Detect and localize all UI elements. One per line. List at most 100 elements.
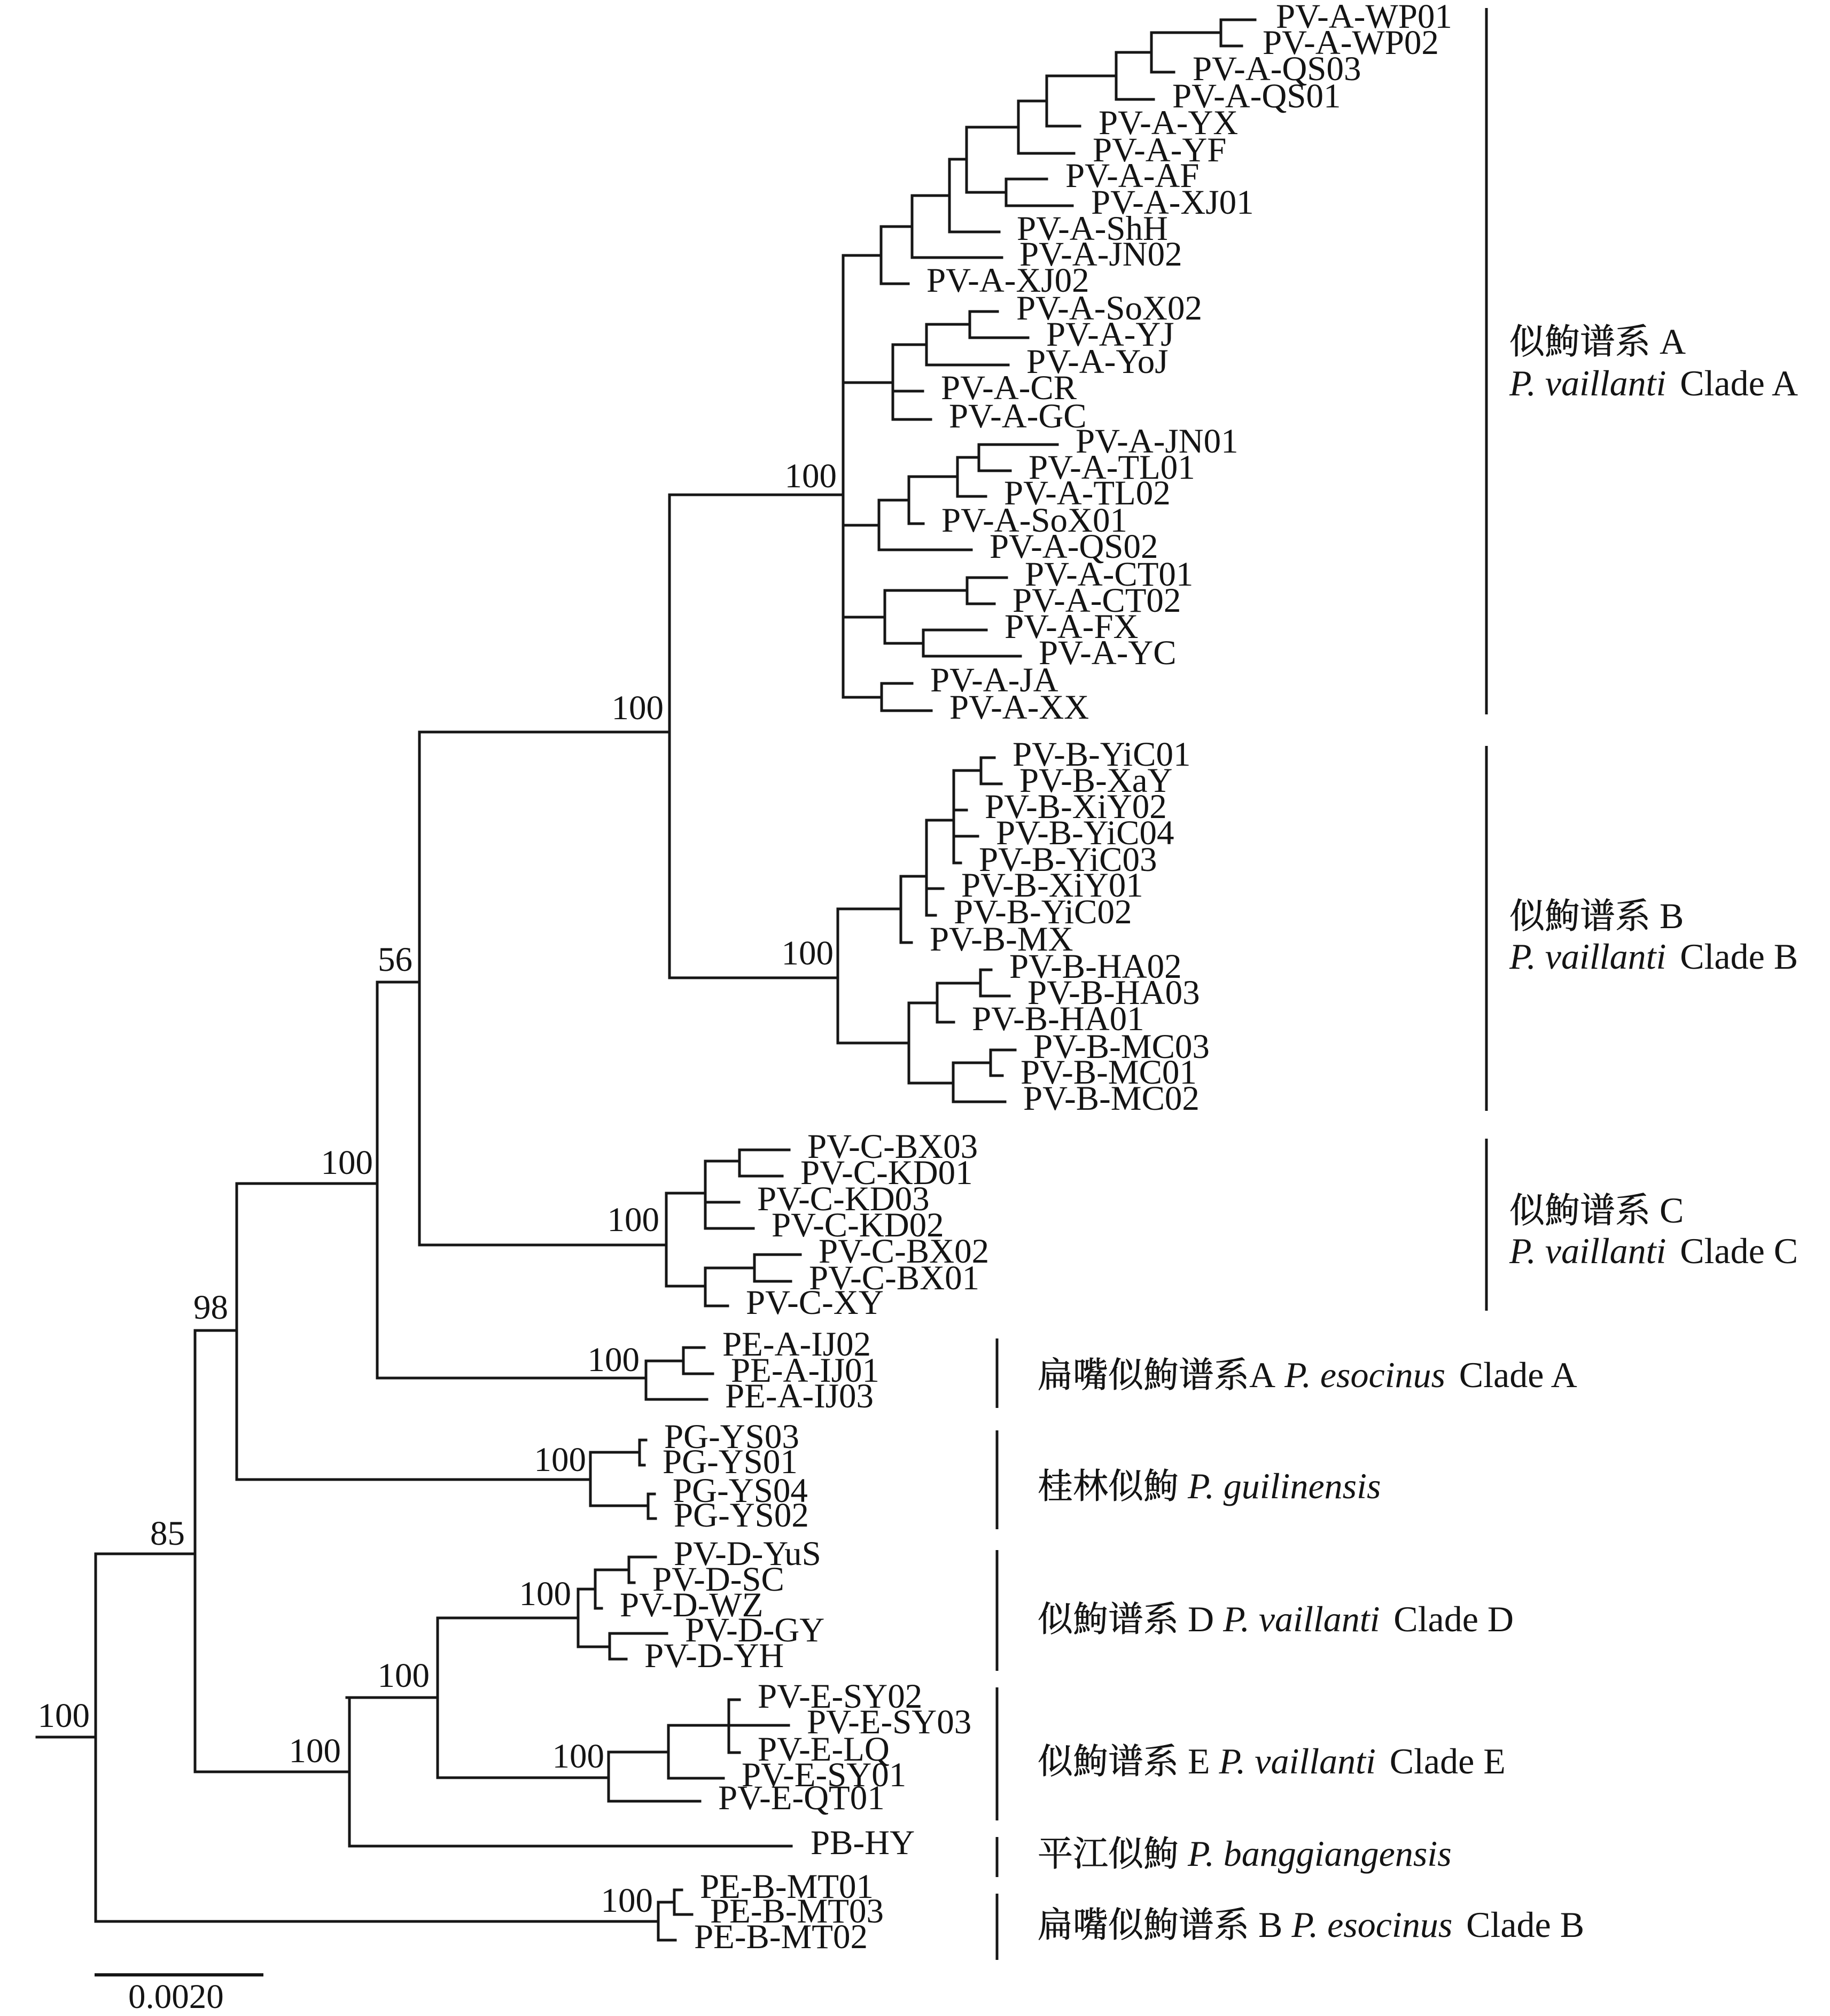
svg-text:PV-B-YiC01: PV-B-YiC01 (1013, 735, 1191, 774)
svg-text:B: B (1258, 1904, 1282, 1945)
svg-text:PV-B-MC02: PV-B-MC02 (1023, 1079, 1200, 1118)
svg-text:PV-A-WP02: PV-A-WP02 (1263, 24, 1439, 62)
svg-text:PV-E-SY01: PV-E-SY01 (742, 1756, 906, 1794)
svg-text:100: 100 (519, 1575, 572, 1613)
svg-text:PV-A-AF: PV-A-AF (1065, 157, 1199, 195)
svg-text:85: 85 (150, 1514, 185, 1553)
svg-text:100: 100 (785, 457, 837, 495)
svg-text:PV-B-MC01: PV-B-MC01 (1021, 1053, 1197, 1092)
svg-text:100: 100 (38, 1696, 90, 1735)
svg-text:PV-B-HA03: PV-B-HA03 (1027, 974, 1200, 1012)
svg-text:PV-E-LQ: PV-E-LQ (758, 1730, 890, 1769)
svg-text:PV-D-WZ: PV-D-WZ (620, 1586, 763, 1624)
svg-text:PV-A-WP01: PV-A-WP01 (1276, 0, 1452, 36)
svg-text:PV-A-JN02: PV-A-JN02 (1019, 235, 1182, 274)
svg-text:100: 100 (608, 1201, 660, 1239)
svg-text:PV-B-XiY01: PV-B-XiY01 (961, 866, 1143, 905)
svg-text:P. guilinensis: P. guilinensis (1187, 1466, 1381, 1506)
svg-text:P. vaillanti: P. vaillanti (1509, 1231, 1666, 1271)
svg-text:PV-D-YH: PV-D-YH (644, 1637, 784, 1675)
svg-text:98: 98 (193, 1288, 228, 1327)
svg-text:Clade C: Clade C (1680, 1231, 1798, 1271)
svg-text:PV-E-QT01: PV-E-QT01 (718, 1779, 885, 1817)
svg-text:PV-A-YX: PV-A-YX (1099, 104, 1238, 142)
svg-text:100: 100 (588, 1341, 640, 1379)
svg-text:100: 100 (552, 1737, 605, 1776)
svg-text:PV-A-QS01: PV-A-QS01 (1172, 77, 1341, 115)
svg-text:P. vaillanti: P. vaillanti (1219, 1741, 1376, 1781)
svg-text:Clade A: Clade A (1680, 363, 1798, 403)
svg-text:A: A (1249, 1355, 1275, 1395)
svg-text:PV-C-BX01: PV-C-BX01 (809, 1259, 979, 1297)
svg-text:B: B (1660, 896, 1684, 936)
svg-text:100: 100 (782, 934, 834, 972)
svg-text:PE-B-MT01: PE-B-MT01 (700, 1867, 874, 1906)
svg-text:PV-A-TL02: PV-A-TL02 (1004, 474, 1171, 512)
svg-text:PV-A-SoX02: PV-A-SoX02 (1016, 289, 1202, 328)
svg-text:PV-A-CT02: PV-A-CT02 (1013, 581, 1181, 620)
svg-text:PV-D-GY: PV-D-GY (685, 1611, 824, 1649)
svg-text:PE-A-IJ03: PE-A-IJ03 (725, 1377, 874, 1415)
svg-text:PV-A-CT01: PV-A-CT01 (1025, 555, 1193, 594)
svg-text:PV-A-XJ01: PV-A-XJ01 (1091, 183, 1254, 222)
svg-text:PV-E-SY03: PV-E-SY03 (807, 1703, 971, 1741)
svg-text:PV-B-YiC02: PV-B-YiC02 (954, 893, 1132, 931)
svg-text:PG-YS03: PG-YS03 (664, 1418, 799, 1456)
svg-text:PV-C-BX03: PV-C-BX03 (807, 1127, 978, 1166)
svg-text:PV-A-TL01: PV-A-TL01 (1029, 448, 1195, 487)
svg-text:PV-B-MX: PV-B-MX (930, 920, 1073, 959)
svg-text:Clade A: Clade A (1459, 1355, 1577, 1395)
svg-text:PV-A-GC: PV-A-GC (949, 397, 1087, 435)
svg-text:PE-A-IJ02: PE-A-IJ02 (722, 1325, 871, 1364)
svg-text:PV-A-XJ02: PV-A-XJ02 (926, 261, 1089, 300)
svg-text:Clade B: Clade B (1466, 1904, 1584, 1945)
svg-text:PV-A-YJ: PV-A-YJ (1046, 315, 1174, 354)
svg-text:PV-B-MC03: PV-B-MC03 (1033, 1028, 1210, 1066)
svg-text:E: E (1188, 1741, 1210, 1781)
svg-text:PV-B-YiC04: PV-B-YiC04 (996, 814, 1174, 852)
svg-text:P. vaillanti: P. vaillanti (1509, 936, 1666, 977)
svg-text:100: 100 (601, 1881, 653, 1920)
svg-text:PV-A-JA: PV-A-JA (930, 661, 1058, 699)
svg-text:PV-D-YuS: PV-D-YuS (674, 1535, 821, 1573)
svg-text:PV-B-XaY: PV-B-XaY (1019, 761, 1173, 800)
svg-text:PV-A-QS02: PV-A-QS02 (990, 527, 1158, 566)
svg-text:PV-B-HA02: PV-B-HA02 (1009, 947, 1182, 986)
svg-text:PV-C-XY: PV-C-XY (746, 1283, 884, 1322)
svg-text:56: 56 (378, 940, 412, 979)
svg-text:PV-C-KD01: PV-C-KD01 (800, 1154, 973, 1192)
svg-text:P. esocinus: P. esocinus (1284, 1355, 1445, 1395)
svg-text:PV-B-YiC03: PV-B-YiC03 (979, 840, 1157, 879)
svg-text:PV-C-KD02: PV-C-KD02 (772, 1206, 944, 1244)
svg-text:PV-A-JN01: PV-A-JN01 (1076, 422, 1239, 461)
svg-text:P. esocinus: P. esocinus (1291, 1904, 1452, 1945)
svg-text:0.0020: 0.0020 (128, 1978, 224, 2013)
svg-text:Clade D: Clade D (1393, 1599, 1514, 1639)
svg-text:PV-A-YF: PV-A-YF (1093, 131, 1226, 169)
svg-text:100: 100 (289, 1732, 341, 1770)
svg-text:PV-E-SY02: PV-E-SY02 (758, 1677, 922, 1716)
svg-text:PV-B-XiY02: PV-B-XiY02 (985, 788, 1167, 826)
svg-text:100: 100 (321, 1143, 373, 1182)
svg-text:PV-A-YC: PV-A-YC (1039, 634, 1177, 672)
svg-text:PV-A-FX: PV-A-FX (1004, 608, 1138, 646)
svg-text:PG-YS02: PG-YS02 (674, 1496, 809, 1535)
svg-text:100: 100 (378, 1656, 430, 1695)
svg-text:D: D (1188, 1599, 1214, 1639)
svg-text:PV-A-XX: PV-A-XX (949, 688, 1089, 727)
svg-text:PV-A-CR: PV-A-CR (941, 369, 1077, 407)
svg-text:PE-A-IJ01: PE-A-IJ01 (731, 1351, 879, 1390)
svg-text:P. banggiangensis: P. banggiangensis (1187, 1833, 1452, 1874)
svg-text:PV-C-BX02: PV-C-BX02 (819, 1232, 989, 1271)
svg-text:PV-A-YoJ: PV-A-YoJ (1026, 343, 1169, 381)
svg-text:PB-HY: PB-HY (811, 1824, 915, 1862)
svg-text:C: C (1660, 1190, 1684, 1231)
svg-text:PG-YS04: PG-YS04 (673, 1472, 808, 1510)
svg-text:P. vaillanti: P. vaillanti (1222, 1599, 1380, 1639)
svg-text:PE-B-MT03: PE-B-MT03 (710, 1892, 884, 1931)
svg-text:PV-D-SC: PV-D-SC (652, 1560, 784, 1599)
svg-text:100: 100 (534, 1441, 587, 1479)
svg-text:PV-A-QS03: PV-A-QS03 (1193, 50, 1361, 88)
svg-text:Clade B: Clade B (1680, 936, 1798, 977)
svg-text:P. vaillanti: P. vaillanti (1509, 363, 1666, 403)
